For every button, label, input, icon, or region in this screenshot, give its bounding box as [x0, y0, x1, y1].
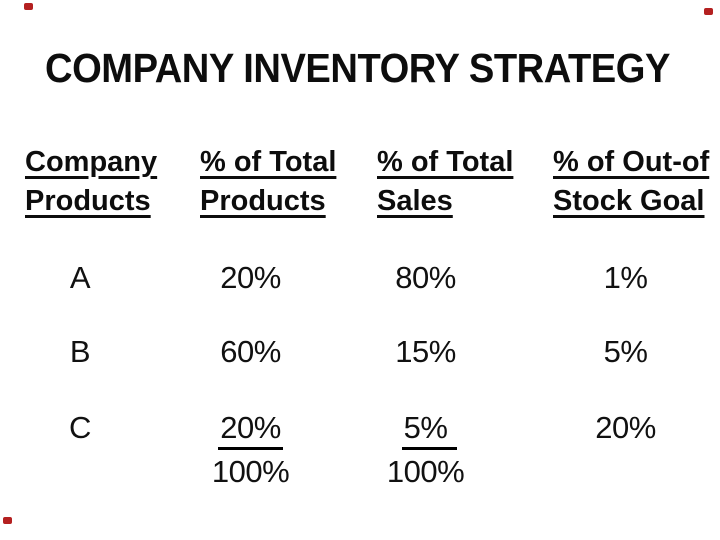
header-line: Sales — [377, 185, 453, 217]
header-line: % of Total — [200, 146, 337, 178]
slide-title: COMPANY INVENTORY STRATEGY — [45, 45, 670, 91]
cell-total-products: 60% — [220, 334, 281, 369]
header-line: Company — [25, 146, 158, 178]
cell-total-sales-sum: 100% — [386, 454, 465, 489]
header-line: % of Total — [377, 146, 514, 178]
header-line: Products — [200, 185, 326, 217]
header-line: Products — [25, 185, 151, 217]
cell-total-products-sum: 100% — [211, 454, 290, 489]
header-line: Stock Goal — [553, 185, 705, 217]
row-label: B — [69, 334, 91, 369]
sum-underline: 5% — [401, 410, 458, 450]
column-header-out-of-stock-goal: % of Out-of Stock Goal — [553, 143, 709, 221]
cell-out-of-stock-goal: 1% — [603, 260, 648, 295]
table-row-totals: 100% 100% — [0, 454, 720, 492]
cell-out-of-stock-goal: 5% — [603, 334, 648, 369]
header-line: % of Out-of — [553, 146, 710, 178]
cell-total-sales: 80% — [395, 260, 456, 295]
column-header-total-products: % of Total Products — [200, 143, 336, 221]
corner-mark-top-left — [24, 3, 33, 10]
corner-mark-bottom-left — [3, 517, 12, 524]
cell-total-sales: 5% — [358, 410, 493, 450]
table-row-b: B 60% 15% 5% — [0, 334, 720, 372]
cell-out-of-stock-goal: 20% — [595, 410, 656, 445]
table-row-c: C 20% 5% 20% — [0, 410, 720, 450]
column-header-total-sales: % of Total Sales — [377, 143, 513, 221]
row-label: C — [69, 410, 91, 445]
cell-total-products: 20% — [183, 410, 318, 450]
cell-total-sales: 15% — [395, 334, 456, 369]
sum-underline: 20% — [218, 410, 283, 450]
cell-total-products: 20% — [220, 260, 281, 295]
row-label: A — [69, 260, 91, 295]
table-row-a: A 20% 80% 1% — [0, 260, 720, 298]
corner-mark-top-right — [704, 8, 713, 15]
column-header-company-products: Company Products — [25, 143, 157, 221]
